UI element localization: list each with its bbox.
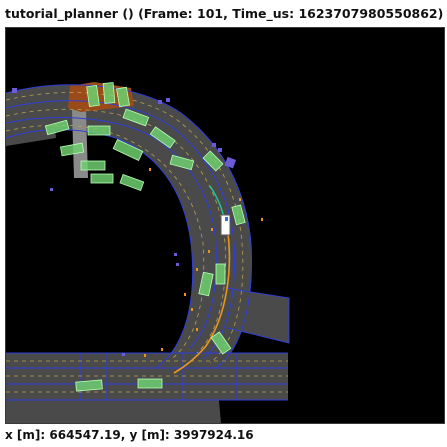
pedestrian	[166, 98, 170, 102]
vehicle	[169, 154, 195, 171]
pedestrian	[122, 353, 125, 356]
vehicle	[149, 126, 176, 149]
traffic-marker	[144, 354, 146, 357]
lane-boundaries	[6, 84, 290, 401]
traffic-marker	[261, 218, 263, 221]
traffic-marker	[239, 198, 241, 201]
vehicle	[44, 119, 70, 136]
pedestrian	[218, 148, 222, 152]
vehicle	[210, 331, 232, 355]
vehicle	[86, 84, 100, 108]
traffic-marker	[208, 250, 210, 253]
traffic-marker	[191, 308, 193, 311]
vehicle	[60, 142, 85, 157]
vehicle	[80, 160, 106, 171]
traffic-marker	[211, 228, 213, 231]
vehicle	[202, 150, 224, 172]
pedestrian	[12, 88, 17, 93]
road-south	[6, 353, 288, 400]
map-viewport[interactable]	[5, 27, 445, 424]
traffic-marker	[184, 293, 186, 296]
vehicle	[112, 139, 144, 161]
vehicle	[90, 173, 114, 184]
traffic-marker	[161, 348, 163, 351]
vehicle	[75, 379, 103, 392]
scene-canvas[interactable]	[6, 28, 444, 423]
vehicle	[215, 263, 226, 285]
traffic-marker	[149, 168, 151, 171]
pedestrian	[224, 156, 237, 169]
pedestrian	[176, 263, 179, 266]
planned-path	[173, 232, 231, 374]
ego-heading	[225, 217, 228, 221]
vehicle	[137, 378, 163, 389]
vehicle	[102, 82, 116, 104]
road-north-west	[6, 90, 56, 146]
vehicle	[122, 108, 150, 127]
vehicle	[119, 173, 145, 191]
vehicle	[231, 204, 246, 226]
pedestrian	[158, 100, 162, 104]
pedestrian	[212, 143, 216, 147]
pedestrian	[50, 188, 53, 191]
ego-vehicle	[220, 214, 231, 236]
vehicle	[198, 271, 214, 297]
vehicle	[116, 86, 130, 108]
pedestrian	[174, 253, 177, 256]
traffic-marker	[196, 268, 198, 271]
vehicle	[87, 125, 111, 136]
cursor-coordinates: x [m]: 664547.19, y [m]: 3997924.16	[5, 428, 254, 442]
traffic-marker	[196, 328, 198, 331]
window-title: tutorial_planner () (Frame: 101, Time_us…	[5, 6, 444, 21]
